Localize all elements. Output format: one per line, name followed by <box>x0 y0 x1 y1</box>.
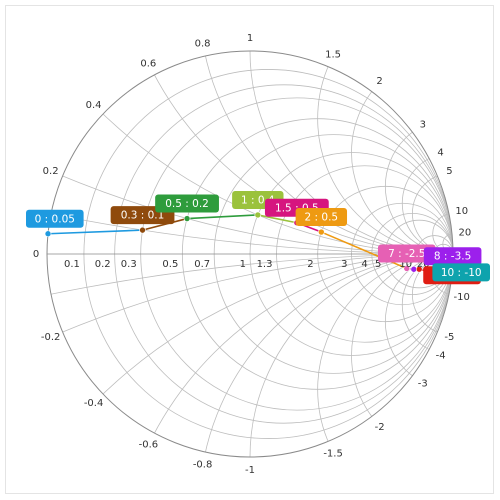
reactance-arc <box>47 253 453 457</box>
reactance-arc <box>198 51 453 255</box>
resistance-label: 0.7 <box>194 259 210 270</box>
reactance-label: -5 <box>444 332 454 343</box>
resistance-label: 5 <box>375 259 381 270</box>
reactance-arc <box>351 51 453 255</box>
resistance-label: 0.1 <box>64 259 80 270</box>
reactance-arc <box>384 253 453 390</box>
reactance-arc <box>249 253 453 457</box>
reactance-label: -0.8 <box>193 460 213 471</box>
resistance-label: 1 <box>240 259 246 270</box>
reactance-arc <box>401 253 453 356</box>
data-point[interactable] <box>44 230 52 238</box>
reactance-label: 0.2 <box>43 166 59 177</box>
resistance-label: 4 <box>361 259 367 270</box>
data-label: 2 : 0.5 <box>295 208 348 227</box>
reactance-label: -2 <box>375 422 385 433</box>
resistance-label: 3 <box>341 259 347 270</box>
data-label: 10 : -10 <box>432 263 490 282</box>
reactance-label: 0 <box>33 249 39 260</box>
reactance-label: 1.5 <box>325 50 341 61</box>
reactance-label: 1 <box>247 33 253 44</box>
data-label-text: 0.5 : 0.2 <box>165 198 209 210</box>
series-segment <box>47 229 144 235</box>
reactance-label: 3 <box>420 119 426 130</box>
reactance-arc <box>198 253 453 457</box>
reactance-label: 2 <box>376 76 382 87</box>
resistance-label: 0.3 <box>121 259 137 270</box>
reactance-arc <box>401 152 453 255</box>
data-point[interactable] <box>183 215 191 222</box>
data-label-text: 0.3 : 0.1 <box>121 210 165 222</box>
data-point[interactable] <box>254 211 262 219</box>
resistance-label: 10 <box>399 259 412 270</box>
reactance-arc <box>47 253 453 457</box>
reactance-label: 4 <box>437 147 443 158</box>
axis-labels-layer: 0.1 0.2 0.3 0.5 0.7 1 1.3 2 3 4 5 10 2000.20.40.60.8… <box>33 33 471 476</box>
resistance-label: 2 <box>307 259 313 270</box>
series-segment <box>186 214 259 220</box>
data-label-text: 7 : -2.5 <box>388 248 425 260</box>
reactance-label: -0.2 <box>41 332 61 343</box>
reactance-label: -10 <box>454 292 470 303</box>
data-label-text: 0 : 0.05 <box>35 213 75 225</box>
data-label: 8 : -3.5 <box>423 247 482 266</box>
data-label: 0.5 : 0.2 <box>155 194 219 213</box>
smith-chart: 0.1 0.2 0.3 0.5 0.7 1 1.3 2 3 4 5 10 2000.20.40.60.8… <box>26 33 490 476</box>
data-point[interactable] <box>403 265 411 272</box>
data-label-text: 8 : -3.5 <box>434 251 471 263</box>
reactance-label: 5 <box>446 166 452 177</box>
data-label-text: 2 : 0.5 <box>305 212 339 224</box>
data-point[interactable] <box>415 265 423 273</box>
data-label: 0 : 0.05 <box>26 209 84 228</box>
resistance-label: 20 <box>417 259 430 270</box>
series-segment <box>141 217 188 231</box>
data-label: 7 : -2.5 <box>377 244 436 263</box>
resistance-label: 0.2 <box>95 259 111 270</box>
resistance-label: 0.5 <box>162 259 178 270</box>
data-labels-layer: 0 : 0.05 0.3 : 0.10.5 : 0.2 1 : 0.41.5 : 0… <box>26 190 490 285</box>
series-segment <box>257 214 298 224</box>
reactance-label: -0.4 <box>84 398 104 409</box>
reactance-label: -3 <box>418 379 428 390</box>
reactance-label: 0.6 <box>140 58 156 69</box>
data-point[interactable] <box>318 228 325 236</box>
reactance-arc <box>317 51 453 255</box>
reactance-arc <box>442 233 453 255</box>
reactance-label: 10 <box>455 206 468 217</box>
chart-frame: 0.1 0.2 0.3 0.5 0.7 1 1.3 2 3 4 5 10 20 0 0.2 0.4 0.6 0.8… <box>5 5 494 494</box>
reactance-label: 0.4 <box>86 100 102 111</box>
reactance-arc <box>351 253 453 457</box>
reactance-label: -0.6 <box>139 440 159 451</box>
reactance-arc <box>384 118 453 255</box>
reactance-arc <box>47 253 453 457</box>
data-point[interactable] <box>139 226 146 234</box>
reactance-label: -1 <box>245 465 255 476</box>
reactance-arc <box>432 212 453 255</box>
resistance-label: 1.3 <box>257 259 273 270</box>
reactance-label: -1.5 <box>323 448 343 459</box>
reactance-label: 0.8 <box>195 38 211 49</box>
reactance-arc <box>317 253 453 457</box>
data-label-text: 10 : -10 <box>441 267 482 279</box>
reactance-label: 20 <box>459 227 472 238</box>
reactance-label: -4 <box>436 351 446 362</box>
